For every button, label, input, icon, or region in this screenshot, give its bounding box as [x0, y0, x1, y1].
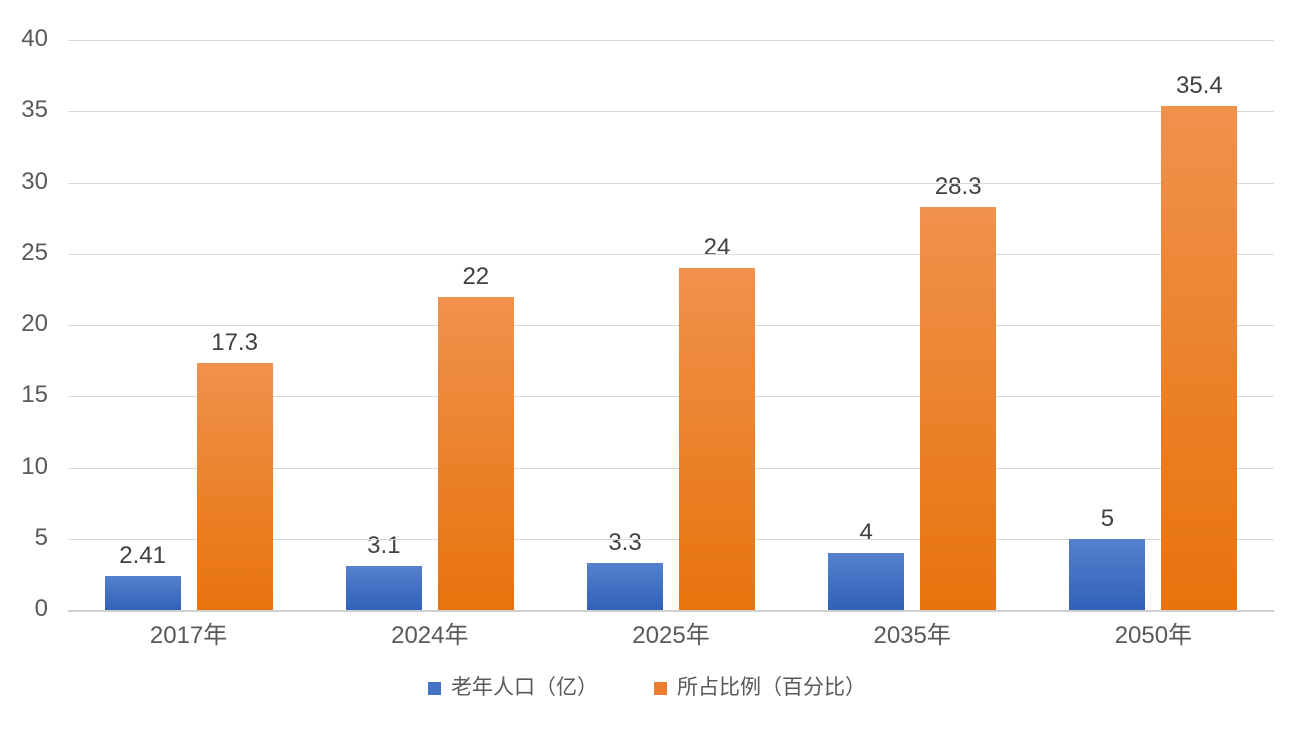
x-tick-label: 2050年 [1114, 622, 1193, 649]
x-tick-label: 2024年 [391, 622, 469, 649]
y-tick-label: 10 [21, 452, 48, 480]
y-tick-label: 0 [34, 595, 48, 622]
bar-2050年-series-0 [1069, 538, 1146, 610]
legend: 老年人口（亿） 所占比例（百分比） [0, 676, 1294, 700]
bar-value-label: 17.3 [211, 329, 258, 357]
bar-value-label: 35.4 [1176, 71, 1223, 99]
gridline [68, 111, 1274, 113]
legend-label: 所占比例（百分比） [677, 676, 866, 699]
gridline [68, 467, 1274, 469]
y-tick-label: 25 [21, 238, 48, 266]
gridline [68, 182, 1274, 184]
bar-value-label: 3.3 [608, 528, 642, 556]
y-tick-label: 20 [21, 310, 48, 337]
legend-item-1: 所占比例（百分比） [654, 676, 866, 700]
x-tick-label: 2025年 [632, 622, 710, 649]
bar-2035年-series-1 [920, 206, 997, 610]
bar-2024年-series-1 [437, 296, 514, 610]
gridline [68, 253, 1274, 255]
bar-value-label: 3.1 [367, 531, 401, 559]
gridline [68, 396, 1274, 398]
y-tick-label: 5 [34, 523, 48, 551]
bar-value-label: 24 [703, 234, 731, 261]
bar-value-label: 28.3 [934, 172, 982, 200]
bar-2025年-series-1 [679, 268, 755, 610]
legend-label: 老年人口（亿） [451, 676, 598, 699]
x-axis-line [68, 610, 1274, 612]
bar-value-label: 22 [462, 262, 490, 290]
bar-2025年-series-0 [587, 562, 663, 610]
gridline [68, 325, 1274, 326]
y-tick-label: 35 [21, 96, 48, 124]
legend-item-0: 老年人口（亿） [428, 676, 598, 700]
bar-2050年-series-1 [1161, 105, 1238, 610]
y-tick-label: 15 [21, 381, 48, 409]
bar-2017年-series-0 [104, 575, 181, 610]
plot-area [68, 40, 1274, 612]
bar-value-label: 2.41 [119, 541, 166, 569]
x-tick-label: 2017年 [149, 622, 228, 649]
bar-value-label: 5 [1100, 504, 1115, 532]
gridline [68, 40, 1274, 41]
legend-swatch-icon [428, 681, 441, 695]
x-tick-label: 2035年 [873, 622, 951, 649]
gridline [68, 538, 1274, 540]
bar-2024年-series-0 [345, 565, 422, 610]
bar-2017年-series-1 [196, 363, 273, 610]
bar-2035年-series-0 [828, 553, 905, 610]
y-tick-label: 30 [21, 167, 48, 195]
y-tick-label: 40 [21, 25, 48, 52]
legend-swatch-icon [654, 681, 667, 695]
